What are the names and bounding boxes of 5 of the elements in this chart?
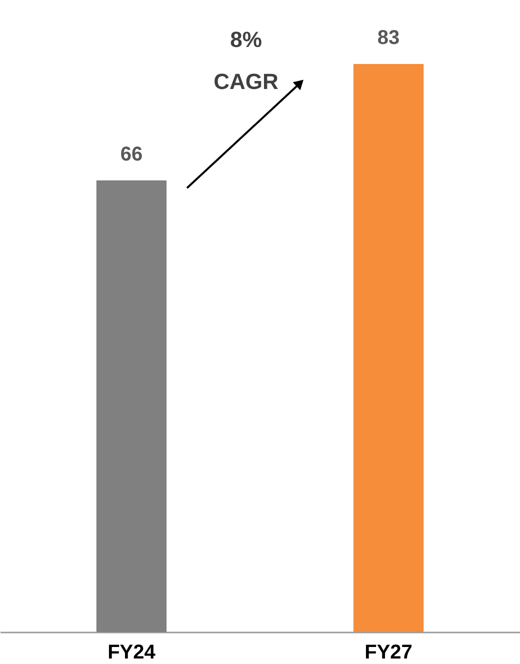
data-label: 83 <box>377 27 400 49</box>
x-tick-label: FY27 <box>364 642 412 664</box>
x-tick-label: FY24 <box>108 642 156 664</box>
annotation: 8% CAGR <box>214 27 278 94</box>
data-label: 66 <box>120 143 143 166</box>
